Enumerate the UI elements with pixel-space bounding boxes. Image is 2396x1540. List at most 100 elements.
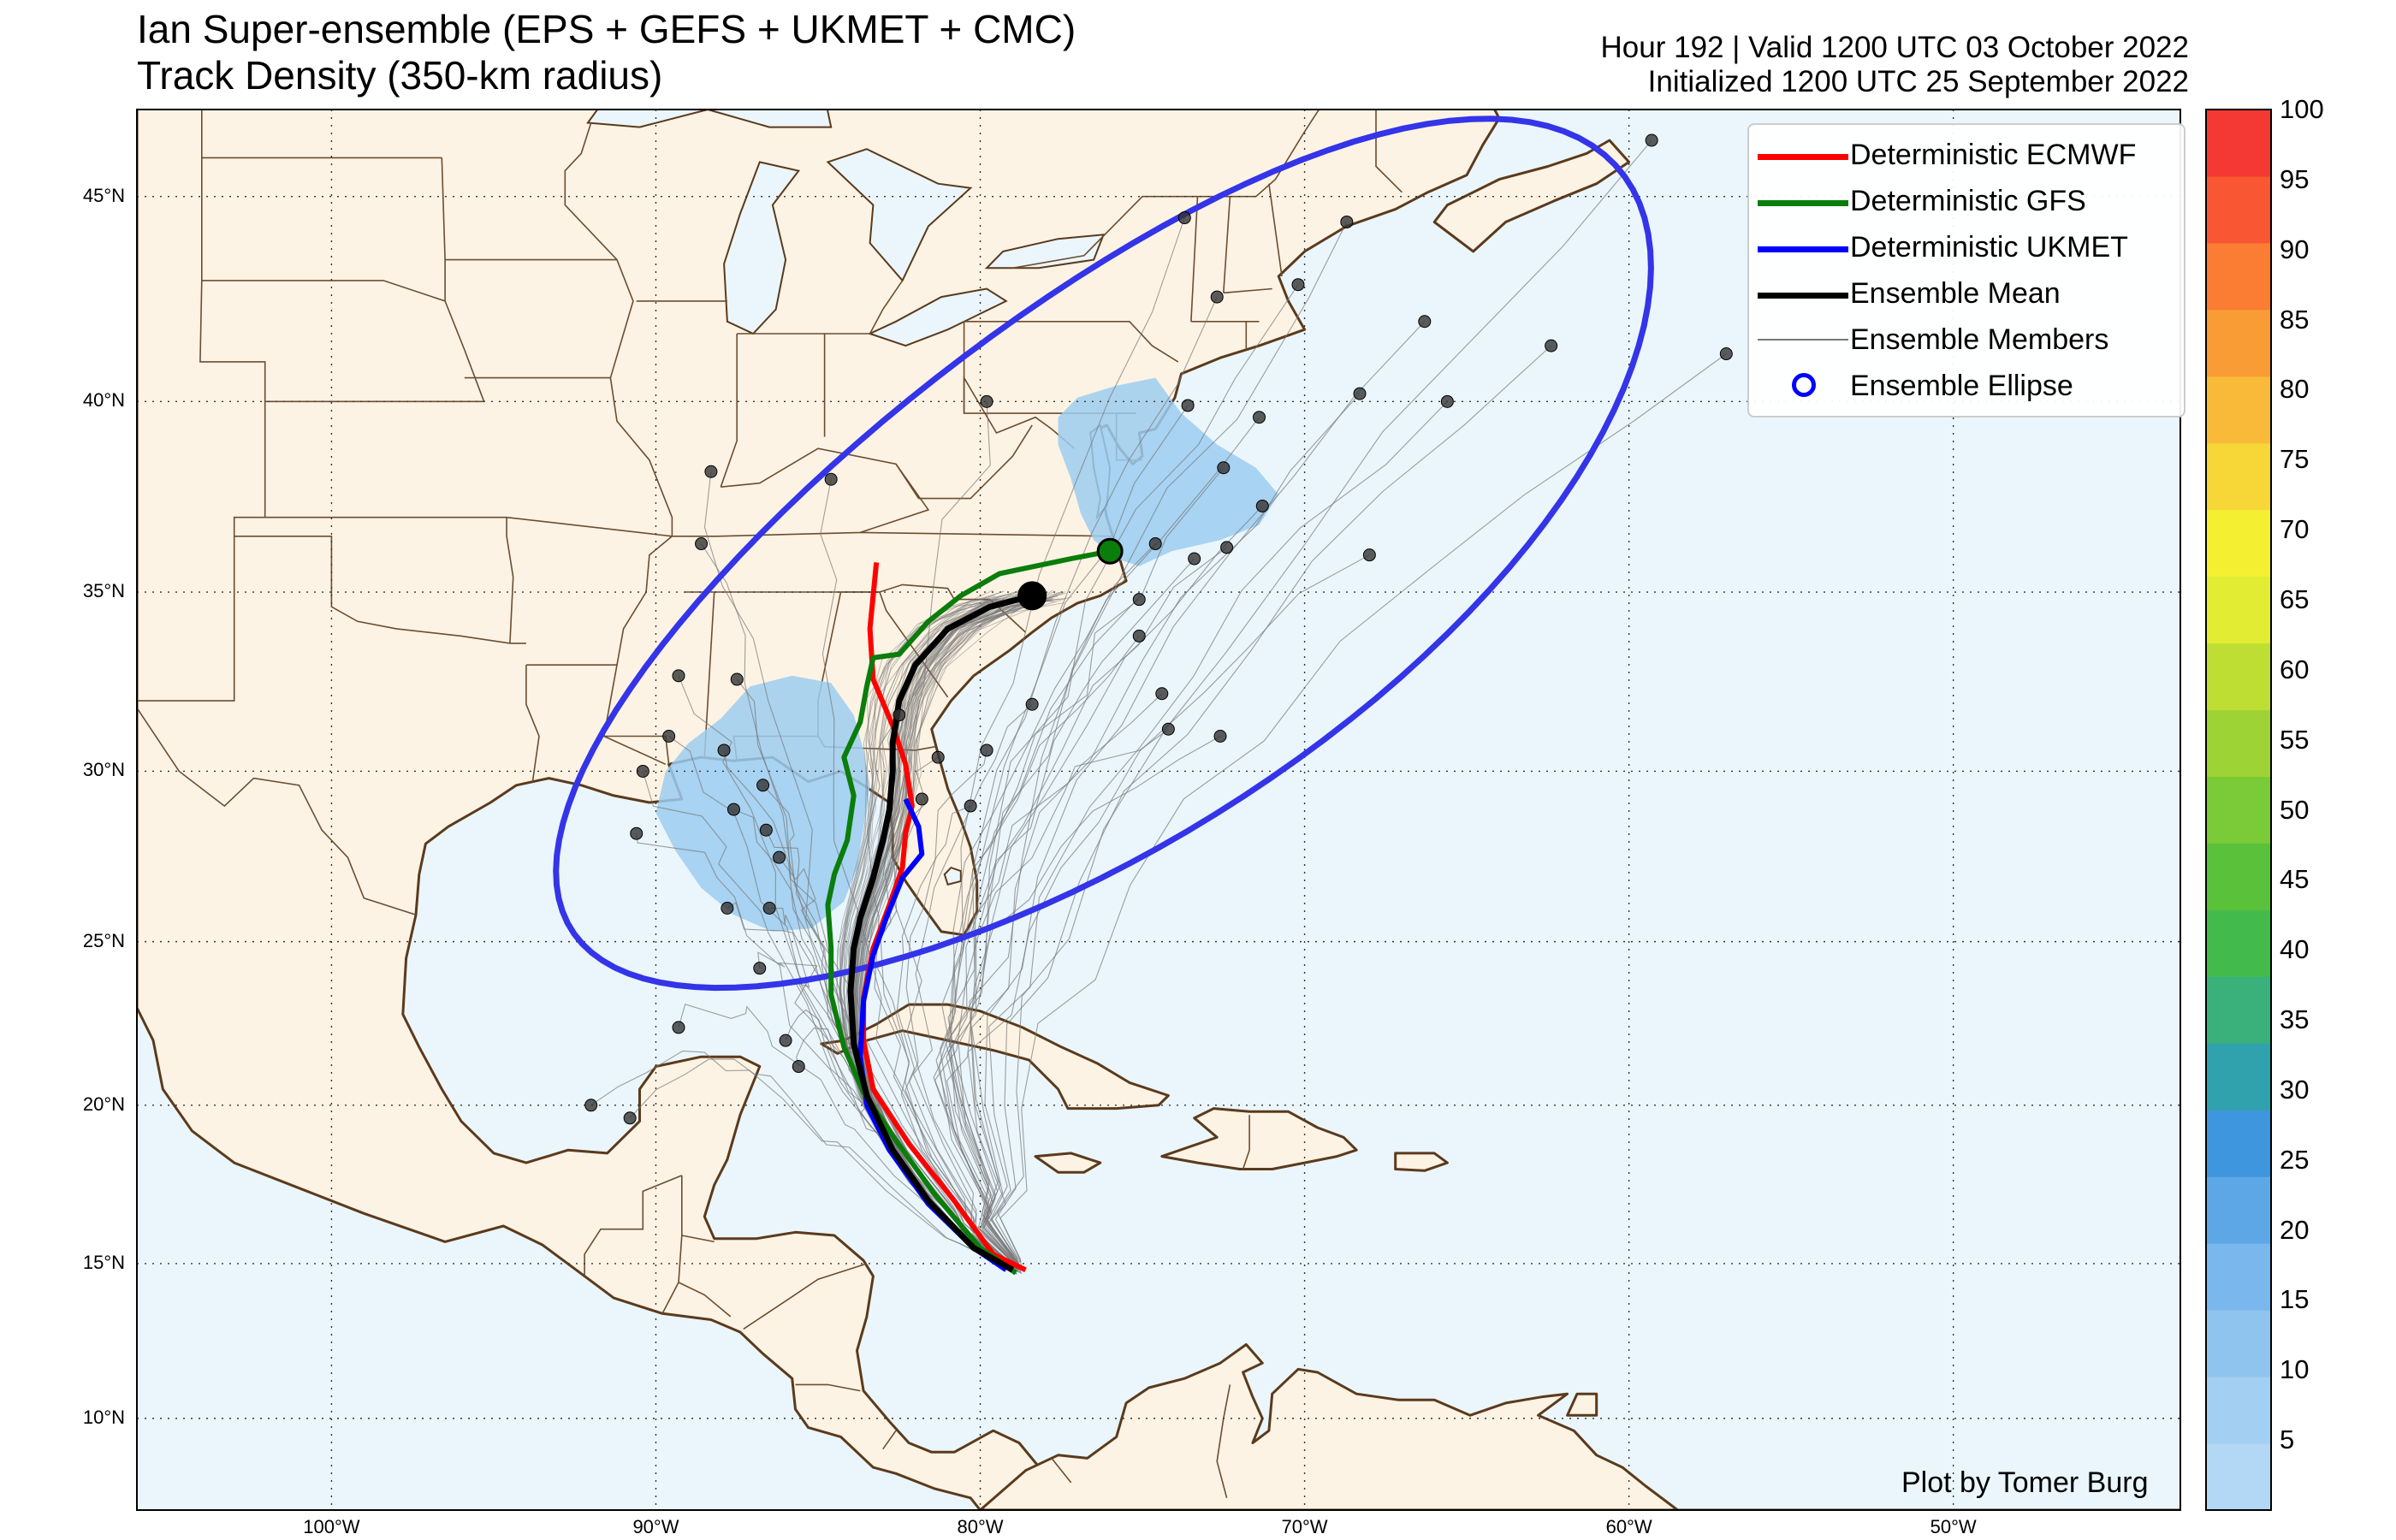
colorbar-bin (2206, 776, 2271, 844)
member-endpoint (623, 1111, 637, 1125)
colorbar-bin (2206, 1310, 2271, 1377)
member-endpoint (893, 708, 906, 722)
ensemble-member-track (984, 321, 1426, 1270)
member-endpoint (980, 394, 993, 408)
colorbar-bin (2206, 376, 2271, 444)
ensemble-member-track (988, 400, 1448, 1270)
ensemble-member-track (912, 703, 1033, 1270)
colorbar-bin (2206, 1176, 2271, 1244)
colorbar-bin (2206, 309, 2271, 377)
colorbar-tick-label: 20 (2280, 1214, 2310, 1245)
lat-label: 10°N (82, 1406, 125, 1428)
lake-huron (826, 148, 973, 282)
colorbar-frame (2205, 109, 2272, 1511)
ensemble-member-track (701, 543, 1017, 1275)
colorbar-bin (2206, 1377, 2271, 1444)
colorbar-tick-label: 25 (2280, 1144, 2310, 1175)
member-endpoint (1340, 215, 1354, 228)
member-endpoint (1181, 399, 1195, 412)
lon-label: 50°W (1930, 1516, 1977, 1537)
lat-label: 45°N (82, 184, 125, 206)
ensemble-member-track (999, 353, 1727, 1267)
border-27 (860, 531, 1113, 537)
ensemble-member-track (994, 345, 1551, 1267)
colorbar-bin (2206, 509, 2271, 578)
colorbar-bin (2206, 576, 2271, 644)
border-34 (963, 375, 1075, 449)
border-47 (743, 1263, 868, 1330)
colorbar-tick-label: 100 (2280, 94, 2324, 124)
member-endpoint (636, 764, 649, 778)
border-14 (441, 157, 485, 402)
border-16 (464, 259, 634, 379)
legend-item: Ensemble Members (1749, 318, 2184, 361)
border-19 (609, 377, 673, 536)
lake-michigan (723, 161, 801, 335)
member-endpoint (762, 901, 776, 915)
member-endpoint (980, 743, 993, 757)
legend-label: Deterministic UKMET (1850, 231, 2128, 264)
member-endpoint (1132, 629, 1146, 643)
member-endpoint (1148, 537, 1162, 551)
colorbar-bin (2206, 843, 2271, 910)
legend-label: Deterministic ECMWF (1850, 139, 2137, 171)
colorbar-tick-label: 70 (2280, 514, 2310, 545)
legend-line-icon (1758, 154, 1848, 160)
border-48 (795, 1383, 861, 1392)
member-endpoint (662, 730, 676, 743)
member-endpoint (1440, 394, 1454, 408)
ensemble-ellipse-layer (553, 116, 1654, 992)
deterministic-tracks (825, 537, 1124, 1276)
member-endpoint (672, 669, 685, 683)
member-endpoint (1255, 499, 1269, 512)
colorbar-tick-label: 45 (2280, 864, 2310, 895)
border-43 (584, 1175, 683, 1276)
border-32 (603, 735, 667, 766)
lat-label: 30°N (82, 759, 125, 781)
member-endpoint (1291, 278, 1305, 292)
member-endpoint (753, 962, 767, 975)
colorbar-bin (2206, 110, 2271, 177)
colorbar-tick-label: 80 (2280, 374, 2310, 405)
colorbar (2205, 109, 2272, 1511)
land-cuba (820, 1003, 1170, 1111)
lon-label: 100°W (303, 1516, 360, 1537)
border-35 (895, 424, 1033, 500)
colorbar-tick-label: 90 (2280, 234, 2310, 264)
ensemble-member-track (967, 554, 1370, 1267)
member-endpoint (1719, 347, 1733, 361)
colorbar-bin (2206, 909, 2271, 977)
ensemble-mean-track (847, 592, 1034, 1273)
gridlines (137, 110, 2180, 1510)
member-endpoint (1177, 211, 1191, 225)
colorbar-bin (2206, 442, 2271, 511)
member-endpoint (779, 1034, 792, 1047)
colorbar-tick-label: 30 (2280, 1074, 2310, 1105)
colorbar-bin (2206, 175, 2271, 244)
ensemble-member-track (935, 599, 1140, 1270)
lon-label: 60°W (1605, 1516, 1652, 1537)
member-endpoint (1155, 687, 1169, 701)
colorbar-tick-label: 5 (2280, 1424, 2295, 1455)
member-endpoint (1213, 730, 1227, 743)
lon-label: 90°W (632, 1516, 679, 1537)
credit: Plot by Tomer Burg (1901, 1466, 2149, 1499)
member-endpoint (672, 1021, 685, 1034)
border-0 (137, 707, 417, 916)
colorbar-tick-label: 60 (2280, 654, 2310, 684)
land-hispaniola (1160, 1107, 1358, 1170)
land-trinidad (1566, 1392, 1598, 1417)
legend-item: Deterministic ECMWF (1749, 133, 2184, 176)
init-time: Initialized 1200 UTC 25 September 2022 (1647, 65, 2189, 98)
land-puerto-rico (1394, 1152, 1449, 1172)
colorbar-tick-label: 75 (2280, 444, 2310, 475)
mean-endpoint (1017, 581, 1047, 611)
border-1 (137, 19, 669, 64)
valid-time: Hour 192 | Valid 1200 UTC 03 October 202… (1600, 31, 2189, 64)
lat-label: 40°N (82, 389, 125, 412)
legend-label: Ensemble Ellipse (1850, 370, 2073, 402)
member-endpoint (773, 850, 786, 864)
ensemble-member-track (629, 1058, 1017, 1275)
legend-circle-icon (1792, 373, 1816, 397)
